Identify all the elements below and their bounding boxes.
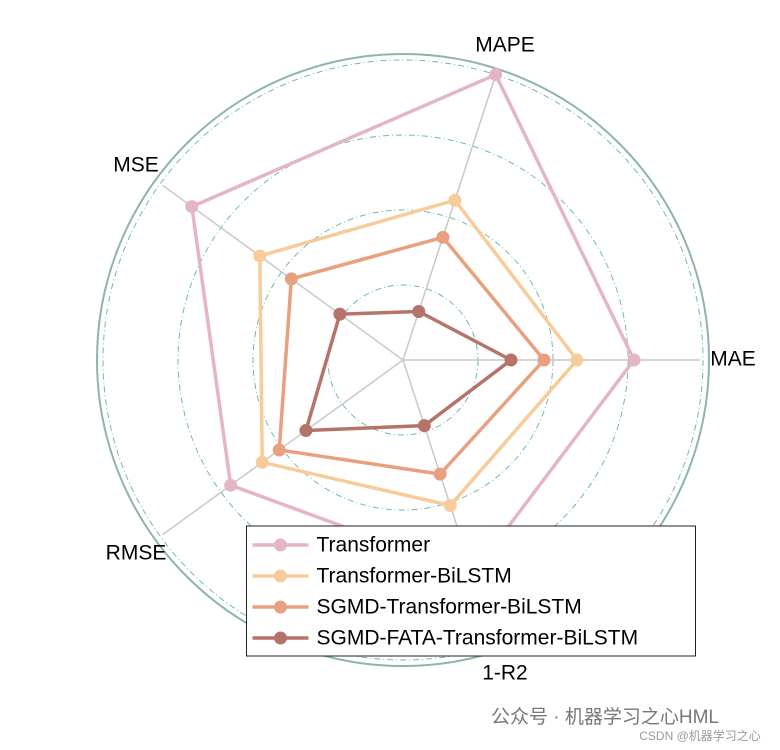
marker <box>489 68 503 82</box>
axis-label: MAPE <box>475 34 535 57</box>
legend-marker <box>274 569 287 583</box>
marker <box>570 353 584 367</box>
watermark: 公众号 · 机器学习之心HML <box>491 706 719 728</box>
axis-label: MAE <box>710 348 756 371</box>
axis-line <box>162 184 404 361</box>
legend-label: SGMD-Transformer-BiLSTM <box>317 596 582 619</box>
marker <box>224 478 238 492</box>
marker <box>504 353 518 367</box>
axis-label: RMSE <box>106 542 167 565</box>
marker <box>253 249 267 263</box>
axis-label: MSE <box>113 154 159 177</box>
legend: Transformer Transformer-BiLSTM SGMD-Transf… <box>246 525 696 657</box>
marker <box>433 467 447 481</box>
series-line <box>277 235 547 476</box>
marker <box>333 307 347 321</box>
legend-marker <box>274 631 287 645</box>
marker <box>299 424 313 438</box>
marker <box>436 230 450 244</box>
legend-marker <box>274 538 287 552</box>
marker <box>284 272 298 286</box>
marker <box>627 353 641 367</box>
axis-label: 1-R2 <box>482 661 528 684</box>
marker <box>448 193 462 207</box>
legend-label: SGMD-FATA-Transformer-BiLSTM <box>317 627 639 650</box>
watermark-sub: CSDN @机器学习之心 <box>639 728 761 743</box>
legend-box <box>246 525 696 657</box>
marker <box>255 455 269 469</box>
outer-circle <box>96 53 710 667</box>
marker <box>272 443 286 457</box>
legend-marker <box>274 600 287 614</box>
marker <box>443 499 457 513</box>
marker <box>537 353 551 367</box>
series-line <box>303 309 515 433</box>
grid-circle <box>102 59 704 661</box>
series-line <box>189 72 637 577</box>
legend-label: Transformer <box>317 534 431 557</box>
marker <box>185 200 199 214</box>
legend-label: Transformer-BiLSTM <box>317 565 512 588</box>
marker <box>417 419 431 433</box>
marker <box>412 304 426 318</box>
series-line <box>258 198 580 508</box>
